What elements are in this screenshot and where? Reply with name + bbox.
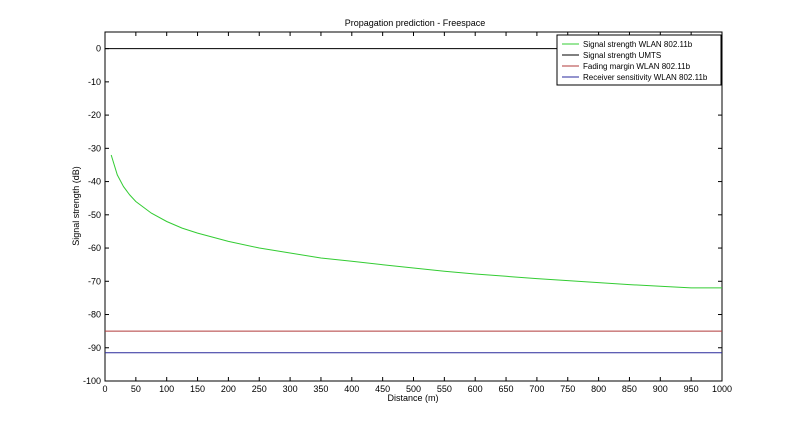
x-tick-label: 0 xyxy=(102,384,107,394)
y-tick-label: -10 xyxy=(88,77,101,87)
y-tick-label: -70 xyxy=(88,276,101,286)
y-tick-label: 0 xyxy=(96,44,101,54)
x-tick-label: 800 xyxy=(591,384,606,394)
legend: Signal strength WLAN 802.11b Signal stren… xyxy=(556,34,722,86)
x-tick-label: 350 xyxy=(313,384,328,394)
legend-entry-2: Fading margin WLAN 802.11b xyxy=(583,62,691,71)
chart-title: Propagation prediction - Freespace xyxy=(345,18,486,28)
y-tick-label: -20 xyxy=(88,110,101,120)
y-axis: 0 -10 -20 -30 -40 -50 -60 -70 -80 -90 -100 xyxy=(83,44,722,386)
y-tick-label: -100 xyxy=(83,376,101,386)
y-tick-label: -80 xyxy=(88,310,101,320)
legend-entry-3: Receiver sensitivity WLAN 802.11b xyxy=(583,73,708,82)
x-tick-label: 1000 xyxy=(712,384,732,394)
x-tick-label: 650 xyxy=(499,384,514,394)
x-tick-label: 500 xyxy=(406,384,421,394)
x-tick-label: 850 xyxy=(622,384,637,394)
y-tick-label: -60 xyxy=(88,243,101,253)
x-tick-label: 550 xyxy=(437,384,452,394)
x-tick-label: 400 xyxy=(344,384,359,394)
x-axis-label: Distance (m) xyxy=(387,393,438,403)
x-tick-label: 450 xyxy=(375,384,390,394)
y-tick-label: -90 xyxy=(88,343,101,353)
x-tick-label: 950 xyxy=(684,384,699,394)
x-tick-label: 50 xyxy=(131,384,141,394)
y-tick-label: -50 xyxy=(88,210,101,220)
legend-entry-0: Signal strength WLAN 802.11b xyxy=(583,40,693,49)
legend-box xyxy=(556,34,722,86)
x-tick-label: 200 xyxy=(221,384,236,394)
series-line-0 xyxy=(110,154,722,289)
y-tick-label: -40 xyxy=(88,177,101,187)
y-axis-label: Signal strength (dB) xyxy=(71,166,81,246)
x-tick-label: 600 xyxy=(468,384,483,394)
legend-entry-1: Signal strength UMTS xyxy=(583,51,661,60)
y-tick-label: -30 xyxy=(88,143,101,153)
x-tick-label: 100 xyxy=(159,384,174,394)
x-tick-label: 150 xyxy=(190,384,205,394)
x-tick-label: 250 xyxy=(252,384,267,394)
x-tick-label: 750 xyxy=(560,384,575,394)
plot-area xyxy=(104,31,723,382)
x-axis: 0 50 100 150 200 250 300 350 400 450 500 550 600 650 7… xyxy=(102,32,732,394)
x-tick-label: 700 xyxy=(529,384,544,394)
x-tick-label: 900 xyxy=(653,384,668,394)
x-tick-label: 300 xyxy=(283,384,298,394)
